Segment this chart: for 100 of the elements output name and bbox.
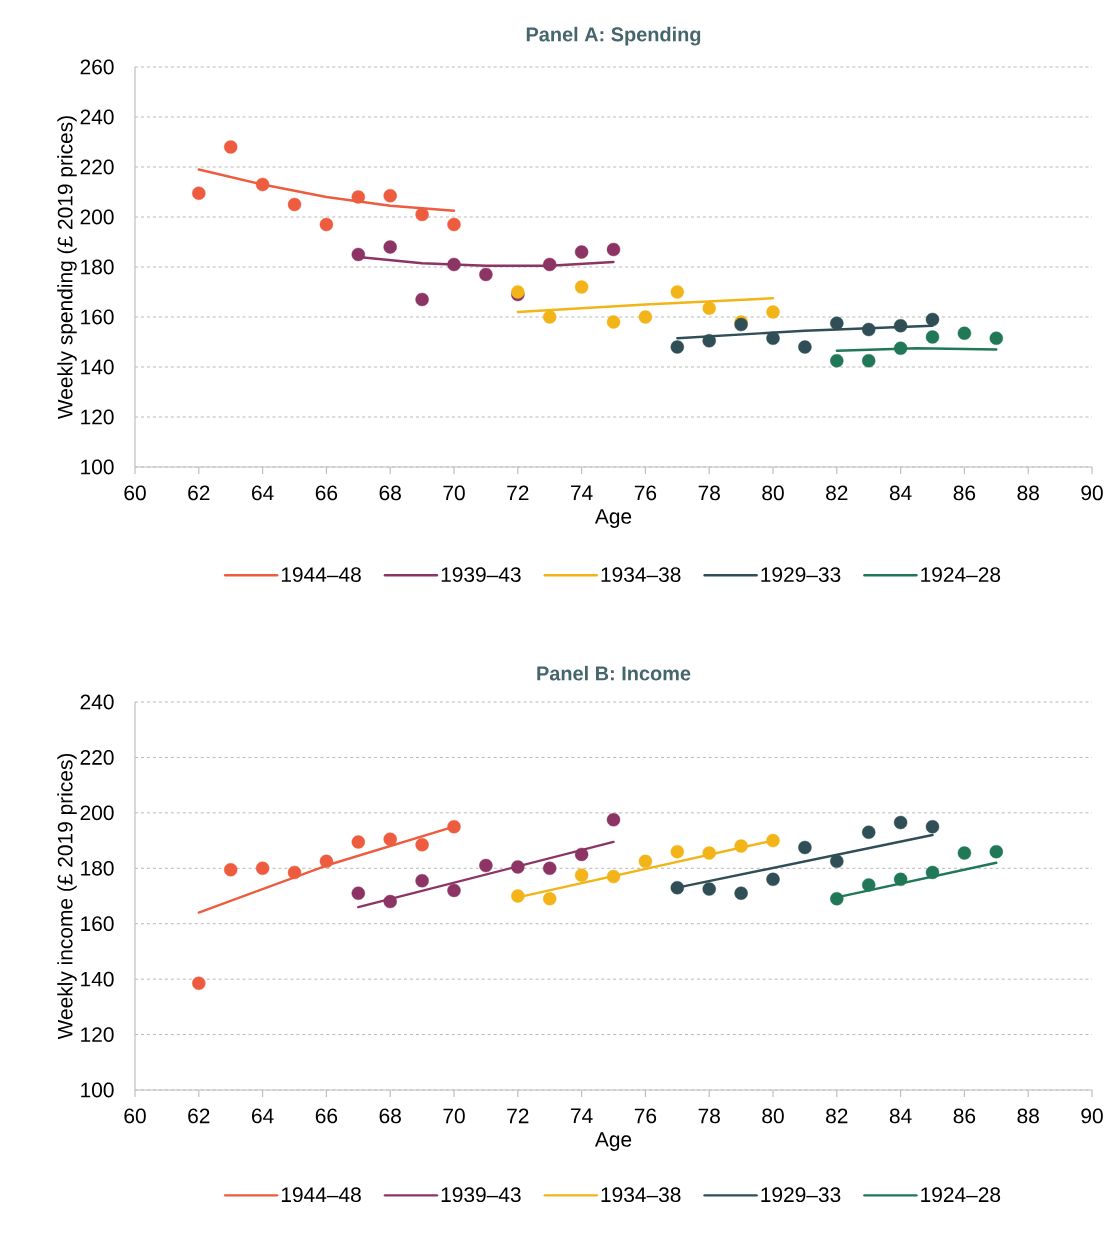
point: [893, 872, 908, 887]
point: [543, 892, 557, 906]
x-tick-label: 90: [1081, 485, 1103, 501]
x-tick-label: 60: [124, 485, 146, 501]
point: [957, 326, 972, 340]
point: [798, 840, 812, 855]
x-tick-label: 66: [315, 485, 338, 501]
legend-label: 1934–38: [601, 567, 681, 582]
point: [192, 186, 206, 200]
point: [287, 197, 302, 212]
y-tick-label: 240: [80, 694, 114, 710]
y-tick-label: 220: [80, 750, 114, 765]
point: [224, 862, 238, 877]
x-axis-title: Age: [594, 1132, 632, 1151]
point: [606, 813, 621, 827]
x-tick-label: 82: [826, 1108, 848, 1124]
x-tick-label: 78: [698, 1108, 720, 1124]
point: [383, 189, 397, 203]
point: [766, 833, 780, 848]
point: [224, 140, 238, 154]
x-tick-label: 82: [826, 485, 848, 501]
point: [606, 869, 621, 884]
point: [287, 865, 302, 880]
y-axis-title: Weekly income (£ 2019 prices): [57, 753, 77, 1040]
y-tick-label: 200: [80, 209, 114, 225]
x-tick-label: 88: [1017, 1108, 1039, 1124]
point: [702, 334, 716, 348]
point: [893, 815, 908, 830]
x-tick-label: 62: [188, 1108, 210, 1124]
legend-label: 1924–28: [921, 1187, 1001, 1203]
point: [479, 267, 493, 282]
point: [479, 858, 493, 873]
point: [543, 861, 557, 875]
point: [383, 832, 397, 846]
point: [670, 880, 684, 895]
legend-label: 1924–28: [921, 567, 1001, 582]
point: [702, 882, 716, 896]
y-tick-label: 120: [81, 409, 114, 425]
y-tick-label: 140: [81, 359, 114, 375]
x-tick-label: 84: [889, 1108, 912, 1124]
legend-label: 1939–43: [441, 567, 521, 582]
point: [351, 886, 365, 900]
chart-title: Panel A: Spending: [526, 26, 701, 46]
point: [702, 301, 716, 315]
point: [574, 868, 589, 882]
point: [862, 354, 876, 368]
y-tick-label: 260: [80, 59, 114, 75]
point: [351, 190, 365, 204]
y-tick-label: 220: [80, 159, 114, 175]
point: [670, 285, 684, 299]
point: [830, 854, 844, 869]
point: [702, 846, 716, 860]
x-tick-label: 72: [507, 1108, 529, 1124]
x-tick-label: 60: [124, 1108, 146, 1124]
point: [543, 310, 557, 324]
point: [830, 316, 844, 330]
point: [734, 886, 748, 900]
point: [415, 874, 429, 888]
x-tick-label: 62: [188, 485, 210, 501]
point: [447, 257, 461, 272]
x-tick-label: 68: [379, 485, 401, 501]
point: [447, 217, 461, 232]
point: [383, 894, 397, 909]
point: [574, 245, 589, 259]
point: [447, 883, 461, 898]
point: [255, 177, 270, 192]
x-tick-label: 64: [252, 485, 274, 501]
point: [319, 854, 334, 869]
point: [893, 319, 908, 333]
point: [670, 844, 684, 859]
legend-label: 1929–33: [761, 567, 841, 582]
point: [543, 257, 557, 272]
point: [766, 872, 780, 887]
legend-label: 1944–48: [281, 567, 361, 582]
x-tick-label: 72: [507, 485, 529, 501]
x-tick-label: 88: [1017, 485, 1039, 501]
x-tick-label: 74: [571, 1108, 593, 1123]
x-tick-label: 70: [443, 1108, 465, 1124]
point: [830, 892, 844, 906]
point: [989, 331, 1004, 345]
x-tick-label: 68: [379, 1108, 401, 1124]
x-tick-label: 66: [315, 1108, 338, 1124]
chart-title: Panel B: Income: [537, 665, 691, 681]
x-tick-label: 76: [634, 1108, 657, 1124]
point: [766, 331, 780, 345]
point: [255, 861, 270, 875]
point: [192, 976, 206, 990]
y-axis-title: Weekly spending (£ 2019 prices): [57, 116, 77, 420]
point: [670, 340, 684, 354]
x-tick-label: 76: [634, 485, 657, 501]
y-tick-label: 100: [81, 1082, 114, 1098]
point: [925, 330, 940, 344]
x-tick-label: 78: [698, 485, 720, 501]
point: [447, 820, 461, 834]
y-tick-label: 240: [80, 109, 114, 125]
y-tick-label: 100: [81, 459, 114, 475]
point: [606, 242, 621, 257]
point: [925, 312, 940, 327]
x-tick-label: 64: [252, 1108, 274, 1124]
point: [606, 315, 621, 329]
